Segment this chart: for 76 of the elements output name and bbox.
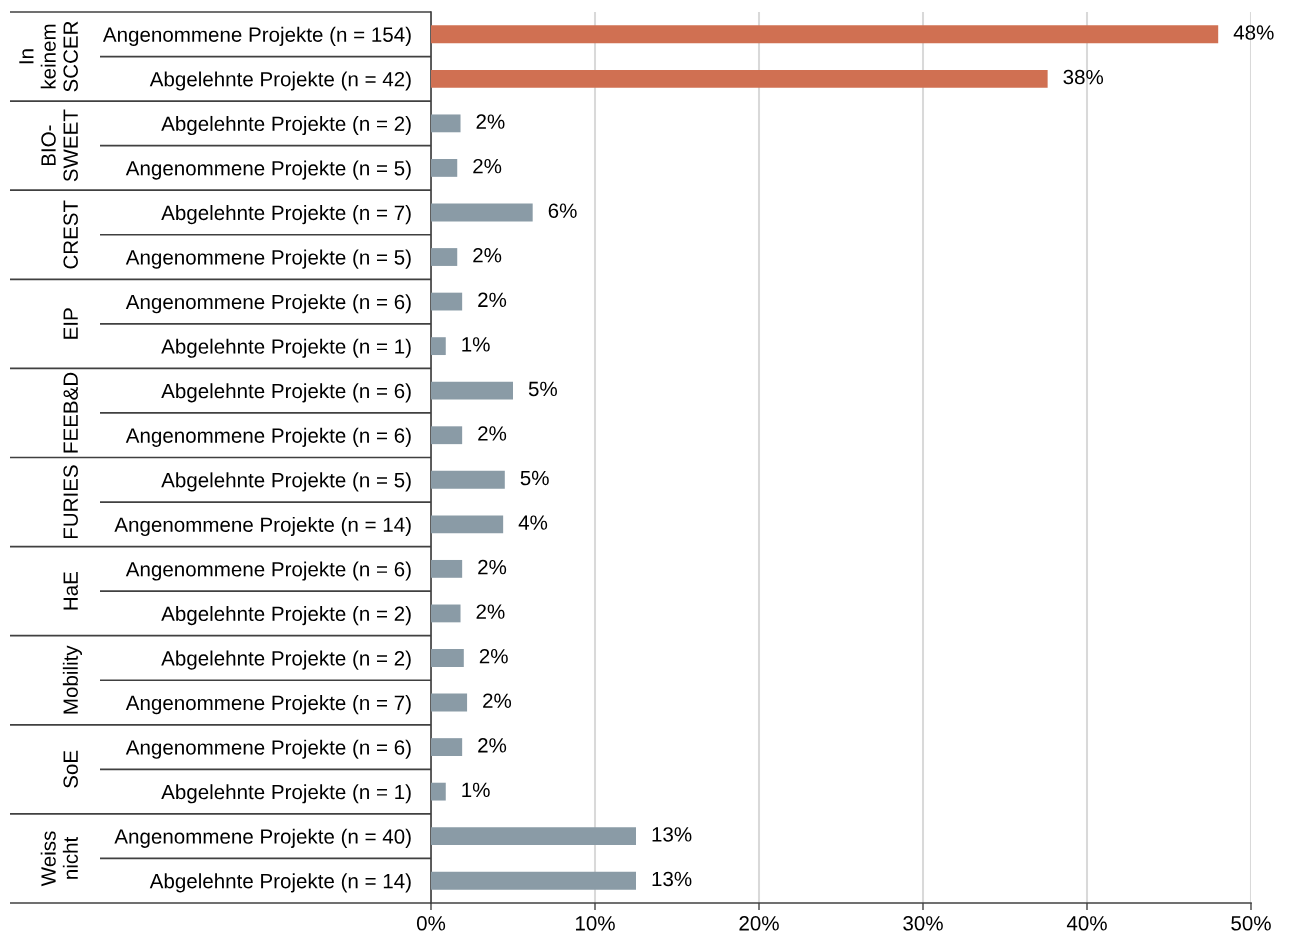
x-tick-label: 0% — [416, 916, 446, 931]
data-label: 38% — [1063, 69, 1104, 85]
bar — [431, 515, 504, 534]
data-label: 2% — [476, 114, 505, 129]
y-tick-label: Angenommene Projekte (n = 14) — [114, 516, 411, 537]
data-label: 2% — [478, 426, 507, 441]
data-label: 2% — [476, 604, 505, 619]
bar — [431, 827, 636, 846]
data-label: 1% — [462, 337, 490, 352]
bar — [431, 559, 463, 578]
y-tick-label: Abgelehnte Projekte (n = 1) — [161, 784, 411, 804]
y-tick-label: Abgelehnte Projekte (n = 2) — [161, 605, 411, 626]
bar — [431, 292, 463, 311]
x-tick-label: 50% — [1231, 916, 1271, 931]
data-label: 2% — [478, 292, 507, 308]
y-tick-label: Angenommene Projekte (n = 5) — [125, 249, 411, 269]
bar — [431, 248, 458, 266]
bar — [431, 69, 1048, 88]
bar — [431, 738, 463, 756]
data-label: 48% — [1233, 25, 1274, 40]
data-label: 5% — [520, 470, 549, 486]
x-tick-label: 40% — [1066, 916, 1107, 931]
y-tick-label: Angenommene Projekte (n = 154) — [102, 26, 411, 46]
y-tick-label: Abgelehnte Projekte (n = 6) — [161, 383, 411, 403]
text: Weiss nicht — [40, 831, 78, 887]
y-tick-label: Angenommene Projekte (n = 6) — [125, 427, 411, 447]
data-label: 6% — [548, 203, 577, 218]
y-tick-label: Angenommene Projekte (n = 7) — [125, 695, 411, 715]
y-tick-label: Angenommene Projekte (n = 6) — [125, 294, 411, 314]
bar — [431, 426, 463, 445]
data-label: 13% — [652, 871, 692, 887]
bar — [431, 25, 1219, 44]
bar — [431, 604, 461, 623]
data-label: 2% — [478, 559, 507, 575]
bar — [431, 470, 505, 489]
bar — [431, 693, 468, 712]
y-tick-label: Abgelehnte Projekte (n = 7) — [161, 205, 411, 225]
bar — [431, 114, 461, 133]
bar — [431, 203, 533, 222]
y-tick-label: Abgelehnte Projekte (n = 2) — [161, 650, 411, 670]
data-label: 2% — [473, 247, 502, 263]
bar — [431, 159, 458, 177]
y-tick-label: Angenommene Projekte (n = 5) — [125, 160, 411, 180]
y-tick-label: Angenommene Projekte (n = 6) — [125, 739, 411, 759]
x-tick-label: 20% — [739, 916, 779, 931]
y-tick-label: Angenommene Projekte (n = 40) — [114, 828, 411, 848]
data-label: 2% — [479, 648, 508, 664]
y-tick-label: Abgelehnte Projekte (n = 5) — [161, 472, 411, 492]
y-tick-label: Abgelehnte Projekte (n = 1) — [161, 338, 411, 358]
x-tick-label: 30% — [903, 916, 943, 931]
bar — [431, 337, 446, 356]
text: SoE — [63, 750, 78, 788]
data-label: 4% — [518, 515, 548, 530]
y-tick-label: Abgelehnte Projekte (n = 42) — [149, 71, 411, 91]
bar — [431, 649, 464, 667]
text: In keinem SCCER — [19, 21, 78, 92]
bar — [431, 381, 513, 400]
y-tick-label: Abgelehnte Projekte (n = 14) — [149, 873, 411, 893]
text: CREST — [63, 200, 78, 269]
text: EIP — [63, 308, 78, 339]
text: FURIES — [63, 465, 78, 539]
text: HaE — [63, 572, 78, 610]
data-label: 2% — [473, 158, 502, 174]
data-label: 2% — [478, 738, 507, 753]
data-label: 1% — [462, 782, 490, 798]
data-label: 5% — [528, 381, 557, 397]
data-label: 2% — [483, 693, 512, 708]
text: Mobility — [62, 645, 82, 714]
bar — [431, 782, 446, 801]
data-label: 13% — [652, 827, 692, 842]
y-tick-label: Angenommene Projekte (n = 6) — [125, 561, 411, 581]
y-tick-label: Abgelehnte Projekte (n = 2) — [161, 115, 411, 136]
text: FEEB&D — [63, 372, 78, 453]
text: BIO- SWEET — [41, 109, 78, 182]
bar — [431, 871, 636, 890]
x-tick-label: 10% — [576, 916, 615, 931]
